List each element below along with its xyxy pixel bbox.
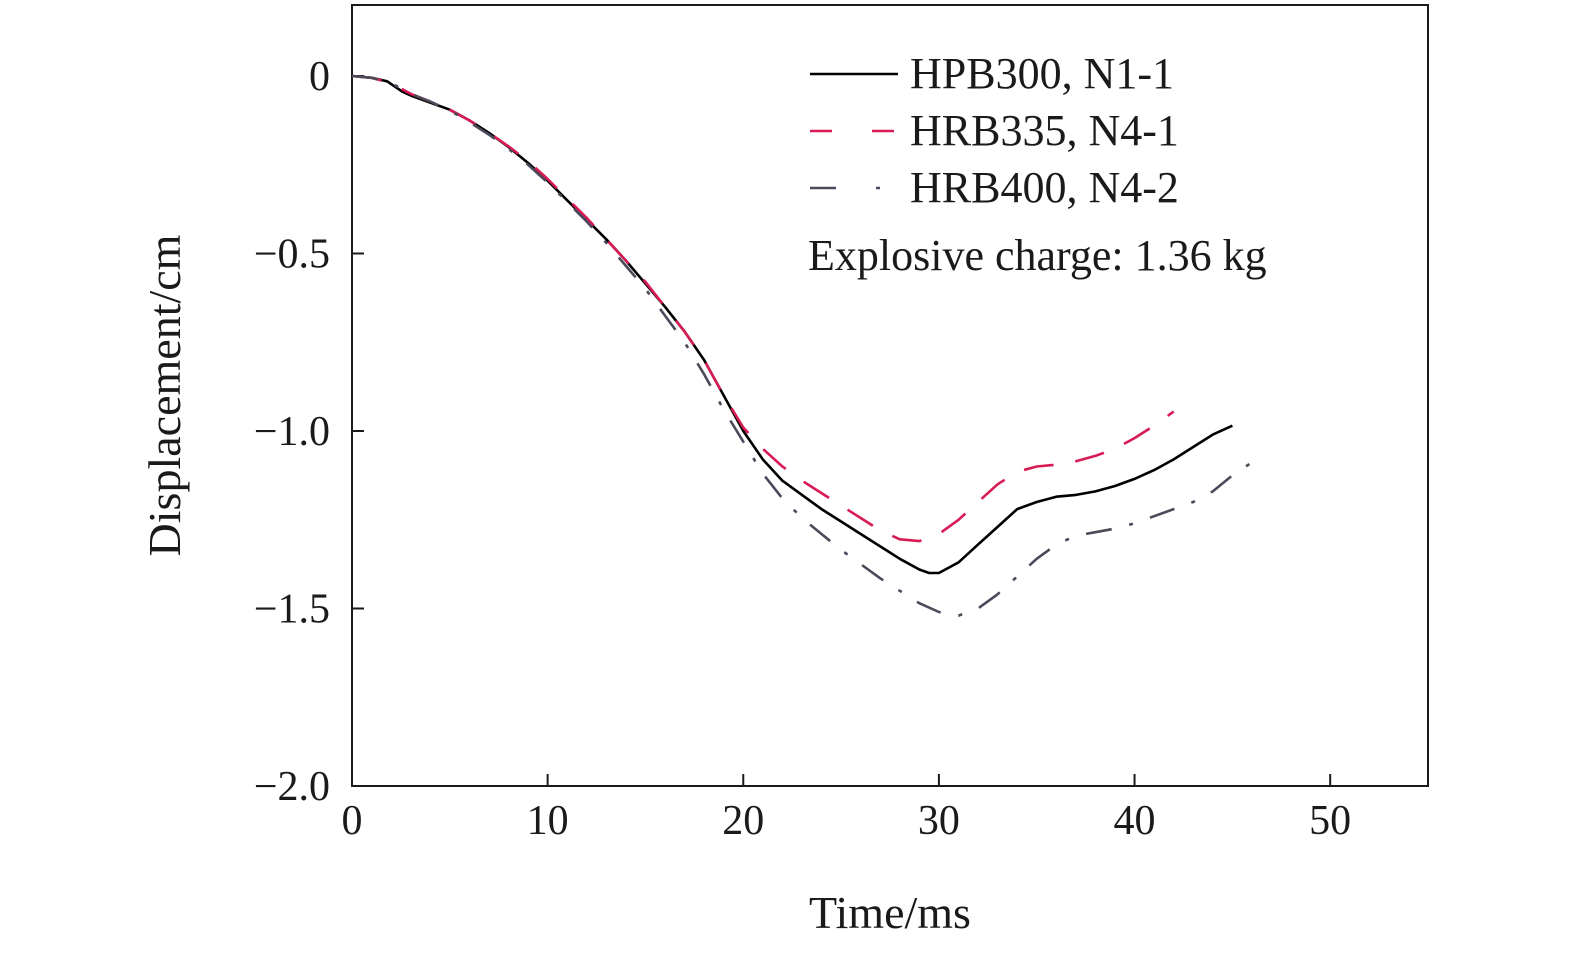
plot-border xyxy=(351,4,1429,787)
x-tick-label: 30 xyxy=(918,798,960,844)
series-layer xyxy=(351,74,1263,617)
y-tick-label: −1.0 xyxy=(254,409,330,455)
y-tick-label: 0 xyxy=(309,54,330,100)
annotation-explosive-charge: Explosive charge: 1.36 kg xyxy=(808,231,1267,280)
x-tick-label: 20 xyxy=(722,798,764,844)
y-tick-label: −2.0 xyxy=(254,764,330,810)
x-tick-label: 40 xyxy=(1114,798,1156,844)
y-tick-label: −1.5 xyxy=(254,587,330,633)
x-tick-label: 10 xyxy=(527,798,569,844)
legend: HPB300, N1-1 HRB335, N4-1 HRB400, N4-2 xyxy=(810,49,1179,212)
y-axis-title: Displacement/cm xyxy=(139,234,190,556)
legend-label-2: HRB400, N4-2 xyxy=(910,163,1179,212)
y-axis: 0 −0.5 −1.0 −1.5 −2.0 xyxy=(254,54,364,810)
series-line-2 xyxy=(351,74,1263,617)
legend-label-1: HRB335, N4-1 xyxy=(910,106,1179,155)
x-axis: 0 10 20 30 40 50 xyxy=(342,774,1351,844)
x-tick-label: 50 xyxy=(1309,798,1351,844)
legend-label-0: HPB300, N1-1 xyxy=(910,49,1174,98)
series-line-1 xyxy=(351,74,1175,543)
plot-frame xyxy=(351,4,1429,787)
y-tick-label: −0.5 xyxy=(254,232,330,278)
x-tick-label: 0 xyxy=(342,798,363,844)
x-axis-title: Time/ms xyxy=(809,887,971,938)
